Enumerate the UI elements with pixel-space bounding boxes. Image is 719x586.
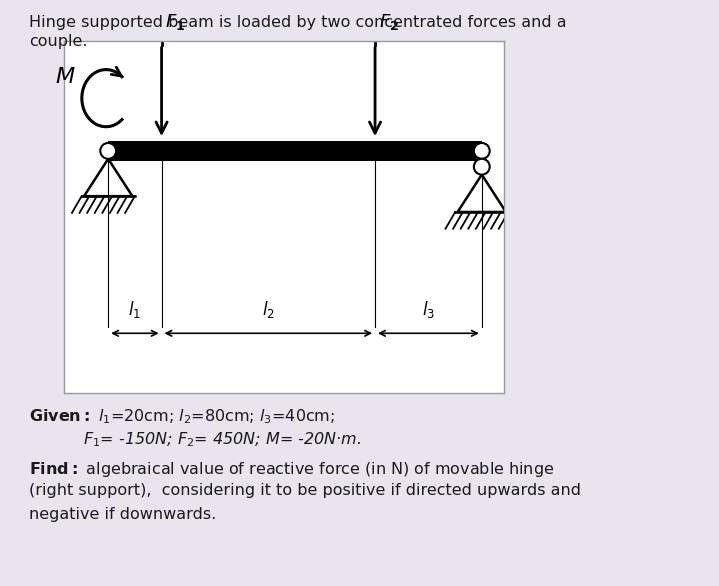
Circle shape [100, 143, 116, 159]
Text: Hinge supported beam is loaded by two concentrated forces and a: Hinge supported beam is loaded by two co… [29, 15, 567, 30]
Bar [108, 141, 482, 161]
Text: $\mathbf{Find:}$ algebraical value of reactive force (in N) of movable hinge: $\mathbf{Find:}$ algebraical value of re… [29, 460, 554, 479]
Text: $\mathbf{Given:}\ l_1$=20cm; $l_2$=80cm; $l_3$=40cm;: $\mathbf{Given:}\ l_1$=20cm; $l_2$=80cm;… [29, 407, 335, 426]
Text: $M$: $M$ [55, 67, 75, 87]
Text: $F_1$= -150N; $F_2$= 450N; $M$= -20N·m.: $F_1$= -150N; $F_2$= 450N; $M$= -20N·m. [83, 431, 361, 449]
Text: (right support),  considering it to be positive if directed upwards and: (right support), considering it to be po… [29, 483, 581, 499]
Circle shape [474, 143, 490, 159]
Circle shape [474, 159, 490, 175]
Text: negative if downwards.: negative if downwards. [29, 507, 216, 522]
Text: $l_2$: $l_2$ [262, 299, 275, 320]
Text: $l_3$: $l_3$ [422, 299, 435, 320]
Text: $F_{\mathbf{1}}$: $F_{\mathbf{1}}$ [165, 12, 186, 32]
Text: $l_1$: $l_1$ [129, 299, 142, 320]
Text: $F_{\mathbf{2}}$: $F_{\mathbf{2}}$ [379, 12, 398, 32]
Text: couple.: couple. [29, 34, 87, 49]
